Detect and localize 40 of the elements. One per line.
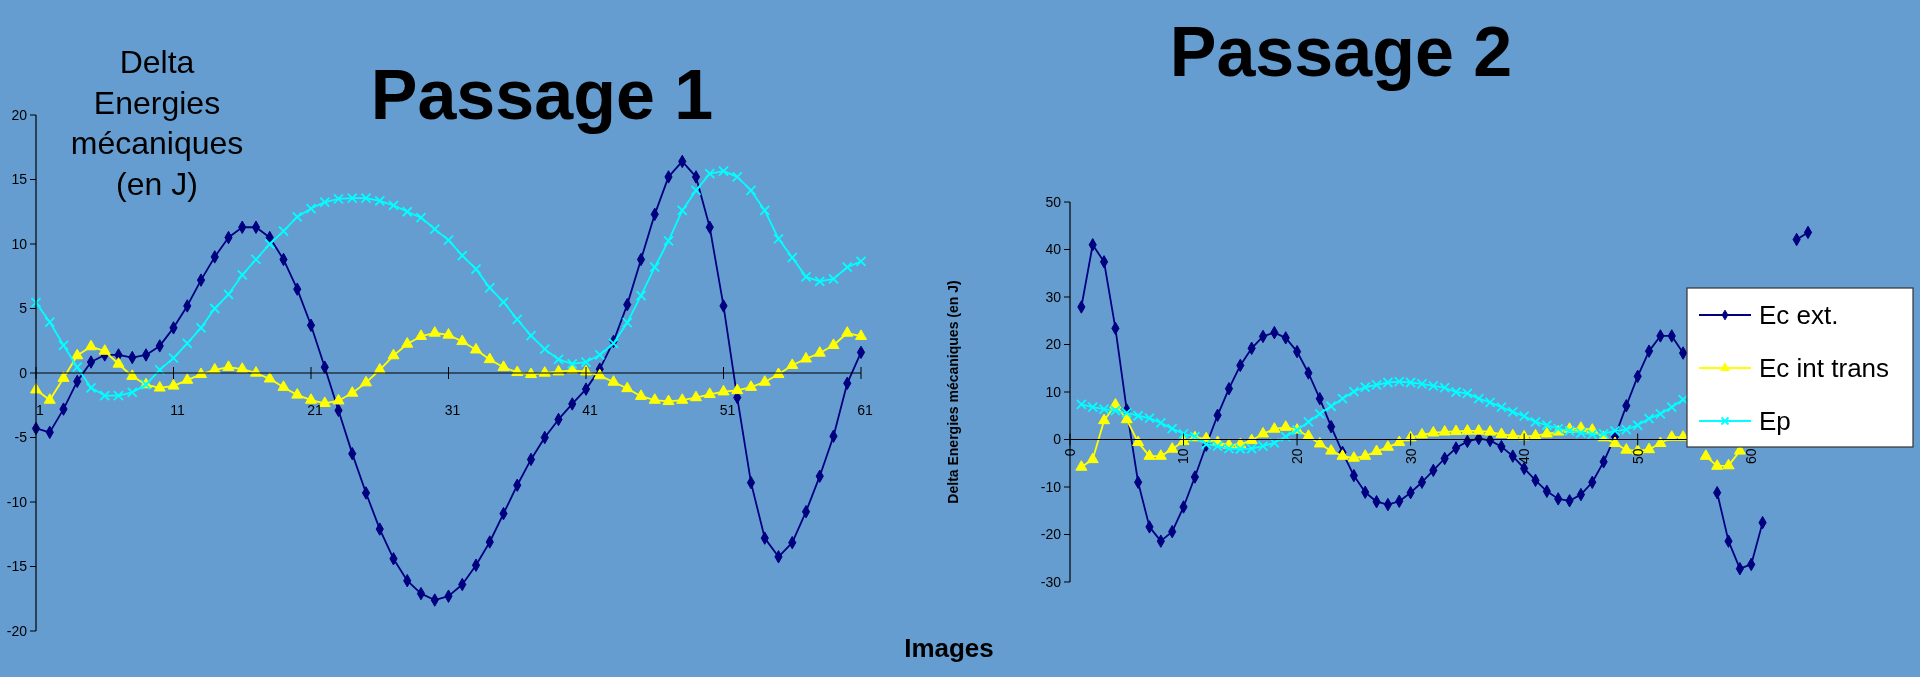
y-axis-title: Delta Energies mécaniques (en J) (70, 44, 244, 202)
y-tick-label: 0 (19, 364, 28, 381)
x-tick-label: 31 (444, 402, 461, 418)
x-tick-label: 41 (582, 402, 598, 418)
y-tick-label: -15 (6, 558, 28, 575)
x-tick-label: 1 (36, 402, 45, 418)
y-tick-label: -20 (6, 622, 28, 639)
x-tick-label: 60 (1743, 448, 1760, 465)
legend-label: Ep (1759, 406, 1791, 437)
legend-label: Ec int trans (1759, 353, 1890, 384)
x-axis-title: Images (904, 633, 994, 663)
y-tick-label: 5 (19, 300, 28, 317)
y-tick-label: 15 (11, 171, 28, 188)
x-tick-label: 61 (857, 402, 873, 418)
x-tick-label: 40 (1516, 448, 1533, 465)
chart-title: Passage 2 (1169, 13, 1513, 91)
x-tick-label: 50 (1629, 448, 1646, 465)
y-tick-label: -30 (1040, 573, 1062, 590)
y-tick-label: -10 (6, 493, 28, 510)
y-tick-label: -10 (1040, 478, 1062, 495)
y-tick-label: 30 (1045, 288, 1062, 305)
y-tick-label: 20 (1045, 336, 1062, 353)
x-tick-label: 21 (307, 402, 323, 418)
y-tick-label: 0 (1053, 431, 1062, 448)
y-tick-label: -20 (1040, 526, 1062, 543)
y-tick-label: -5 (14, 429, 28, 446)
y-tick-label: 10 (1045, 383, 1062, 400)
chart-title: Passage 1 (370, 56, 714, 134)
x-tick-label: 20 (1288, 448, 1305, 465)
x-tick-label: 11 (170, 402, 185, 418)
y-tick-label: 10 (11, 235, 28, 252)
x-tick-label: 30 (1402, 448, 1419, 465)
x-tick-label: 10 (1175, 448, 1192, 465)
y-tick-label: 20 (11, 106, 28, 123)
legend-label: Ec ext. (1759, 300, 1839, 331)
x-tick-label: 51 (719, 402, 736, 418)
y-tick-label: 50 (1045, 193, 1062, 210)
y-tick-label: 40 (1045, 241, 1062, 258)
x-tick-label: 0 (1061, 448, 1078, 457)
y-axis-title: Delta Energies mécaniques (en J) (945, 280, 961, 504)
